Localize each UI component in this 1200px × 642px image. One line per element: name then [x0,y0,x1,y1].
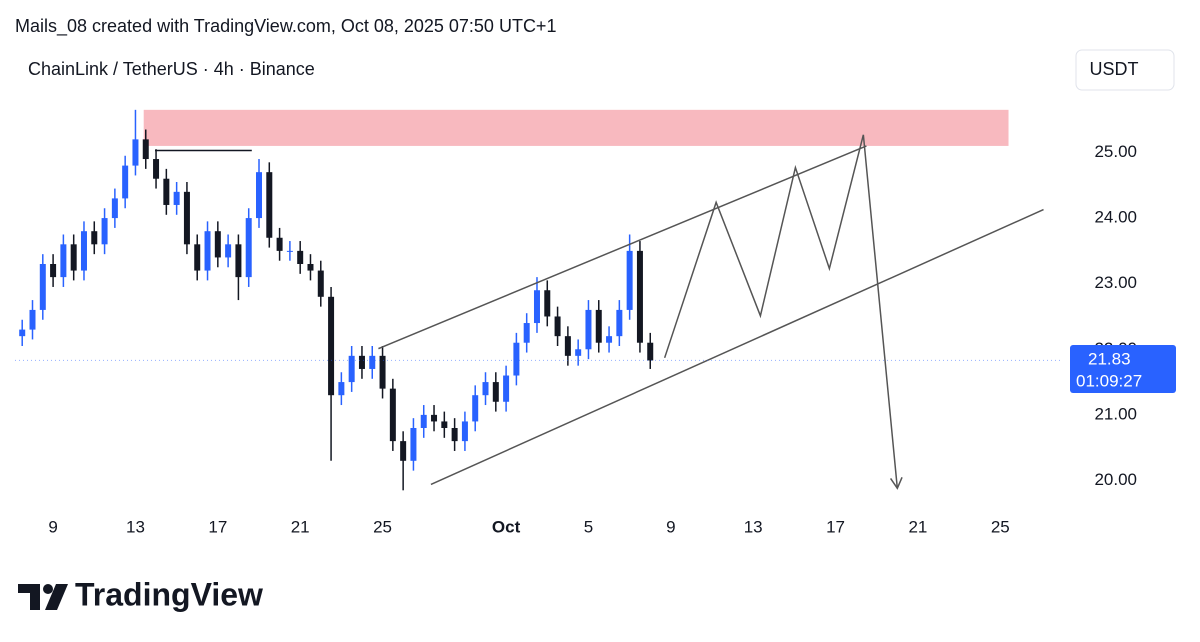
candle-body [451,428,458,442]
symbol: ChainLink / TetherUS · 4h · Binance [28,59,315,79]
candle-body [379,355,386,389]
candle-body [585,309,592,350]
candle-body [482,382,489,396]
candle-body [554,316,561,337]
candle-body [523,323,530,343]
candle-body [286,250,293,252]
candle-body [194,244,201,271]
logo [18,584,68,610]
trend-line [378,145,867,350]
x-tick-label: 17 [826,517,845,536]
candle-body [328,296,335,396]
candle-body [91,231,98,245]
y-tick-label: 24.00 [1094,208,1137,227]
x-tick-label: 21 [291,517,310,536]
candle-body [245,218,252,278]
trend-line [663,134,899,489]
x-tick-label: 5 [584,517,593,536]
candle-body [183,191,190,245]
candle-body [348,355,355,383]
currency-button[interactable] [1075,49,1175,91]
last-price-box [1070,345,1176,393]
candle-body [173,191,180,205]
candle-body [431,414,438,422]
candle-body [307,264,314,271]
candle-body [70,244,77,271]
currency[interactable]: USDT [1090,59,1139,79]
candle-body [410,428,417,461]
candle-body [358,355,365,369]
y-tick-label: 23.00 [1094,273,1137,292]
candle-body [19,329,26,337]
candle-body [616,309,623,337]
brand: TradingView [75,576,263,612]
candle-body [256,172,263,219]
candle-body [513,342,520,376]
candle-body [461,421,468,442]
candle-body [297,250,304,264]
candle-body [204,231,211,271]
candle-body [626,250,633,310]
candle-body [142,139,149,160]
candle-body [389,388,396,442]
x-tick-label: 17 [208,517,227,536]
candle-body [606,336,613,343]
candle-body [29,309,36,330]
x-tick-label: 9 [666,517,675,536]
candle-body [369,355,376,369]
x-tick-label: 25 [991,517,1010,536]
candle-body [225,244,232,258]
x-tick-label: Oct [492,517,521,536]
candle-body [564,336,571,356]
x-tick-label: 21 [908,517,927,536]
candle-body [132,139,139,166]
candle-body [647,342,654,361]
x-tick-label: 13 [744,517,763,536]
candle-body [595,309,602,343]
candle-body [276,237,283,251]
candle-body [492,382,499,402]
candle-body [503,375,510,402]
candle-body [50,264,57,278]
y-tick-label: 25.00 [1094,142,1137,161]
candle-body [39,264,46,310]
candle-body [317,270,324,297]
candle-body [441,421,448,428]
arrow-head [889,477,903,490]
candle-body [533,290,540,324]
candle-body [266,172,273,238]
last-price: 21.83 [1088,349,1131,368]
trend-line [430,208,1044,486]
candle-body [575,349,582,356]
candle-body [214,231,221,258]
candle-body [60,244,67,278]
y-tick-label: 21.00 [1094,404,1137,423]
candle-body [235,244,242,278]
candle-body [163,178,170,205]
candle-body [80,231,87,271]
candle-body [122,165,129,199]
candle-body [338,382,345,396]
x-tick-label: 13 [126,517,145,536]
x-tick-label: 9 [48,517,57,536]
candle-body [636,250,643,343]
x-tick-label: 25 [373,517,392,536]
candle-body [544,290,551,317]
candle-body [420,414,427,428]
y-tick-label: 20.00 [1094,470,1137,489]
resistance-zone [143,109,1009,146]
credit: Mails_08 created with TradingView.com, O… [15,16,556,37]
candle-body [101,218,108,245]
candle-body [111,198,118,219]
candle-body [400,441,407,461]
countdown: 01:09:27 [1076,371,1142,390]
candle-body [153,159,160,179]
candle-body [472,395,479,422]
